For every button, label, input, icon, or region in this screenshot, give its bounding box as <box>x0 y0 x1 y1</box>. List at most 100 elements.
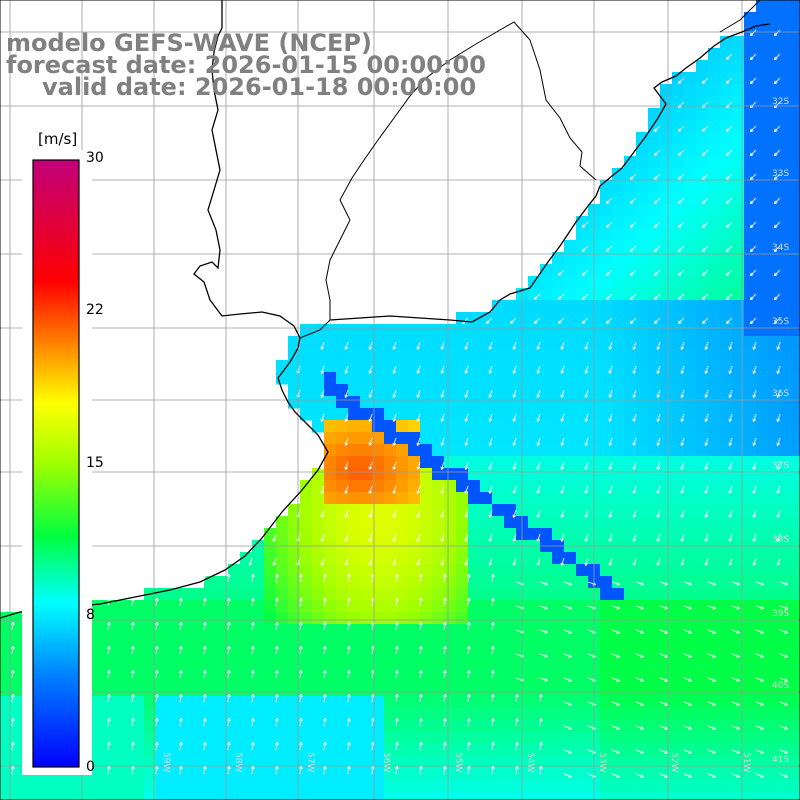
wind-arrow-head <box>393 491 397 494</box>
wind-cell <box>360 684 373 697</box>
wind-cell <box>744 468 757 481</box>
wind-arrow <box>659 581 668 585</box>
wind-arrow <box>323 574 326 583</box>
wind-cell <box>768 588 781 601</box>
wind-cell <box>672 192 685 205</box>
wind-cell <box>300 372 313 385</box>
wind-cell <box>336 384 349 397</box>
wind-arrow <box>345 389 349 398</box>
wind-cell <box>612 492 625 505</box>
wind-cell <box>396 708 409 721</box>
wind-cell <box>780 696 793 709</box>
wind-cell <box>360 612 373 625</box>
wind-cell <box>120 744 133 757</box>
wind-cell <box>324 684 337 697</box>
wind-cell <box>720 792 733 800</box>
wind-arrow-head <box>345 491 349 494</box>
wind-cell <box>0 636 13 649</box>
wind-cell <box>648 588 661 601</box>
wind-cell <box>156 744 169 757</box>
wind-arrow <box>131 742 134 751</box>
wind-cell <box>732 720 745 733</box>
wind-arrow <box>563 653 572 658</box>
wind-arrow-head <box>107 741 110 745</box>
wind-arrow <box>443 694 446 703</box>
wind-cell <box>684 384 697 397</box>
wind-cell <box>408 756 421 769</box>
wind-cell <box>120 696 133 709</box>
wind-cell <box>792 0 800 13</box>
wind-arrow-head <box>777 539 781 542</box>
wind-arrow <box>701 149 709 157</box>
wind-cell <box>684 456 697 469</box>
wind-arrow <box>299 646 302 655</box>
wind-cell <box>276 612 289 625</box>
wind-arrow <box>677 245 685 253</box>
wind-arrow-head <box>371 669 374 673</box>
wind-cell <box>648 108 661 121</box>
wind-cell <box>540 456 553 469</box>
wind-cell <box>744 312 757 325</box>
wind-cell <box>492 504 505 517</box>
wind-cell <box>672 588 685 601</box>
wind-arrow <box>653 149 661 157</box>
wind-cell <box>636 228 649 241</box>
wind-cell <box>624 456 637 469</box>
wind-cell <box>288 756 301 769</box>
wind-cell <box>468 780 481 793</box>
wind-cell <box>492 696 505 709</box>
wind-cell <box>612 732 625 745</box>
wind-cell <box>420 576 433 589</box>
wind-cell <box>504 780 517 793</box>
wind-cell <box>696 204 709 217</box>
wind-arrow <box>725 101 733 109</box>
wind-cell <box>288 336 301 349</box>
wind-cell <box>780 192 793 205</box>
wind-cell <box>732 444 745 457</box>
wind-arrow-head <box>323 693 326 697</box>
wind-cell <box>564 396 577 409</box>
wind-cell <box>456 720 469 733</box>
wind-arrow-head <box>419 573 422 577</box>
wind-cell <box>324 516 337 529</box>
wind-arrow-head <box>726 202 730 205</box>
wind-cell <box>768 660 781 673</box>
wind-arrow <box>773 101 781 109</box>
wind-arrow <box>609 461 613 470</box>
wind-cell <box>480 324 493 337</box>
wind-cell <box>492 528 505 541</box>
wind-arrow <box>323 694 326 703</box>
wind-cell <box>768 732 781 745</box>
wind-arrow <box>705 389 709 398</box>
wind-cell <box>264 720 277 733</box>
wind-arrow-head <box>585 443 589 446</box>
wind-arrow-head <box>774 274 778 277</box>
wind-cell <box>672 300 685 313</box>
wind-cell <box>672 768 685 781</box>
wind-arrow-head <box>609 443 613 446</box>
wind-cell <box>456 444 469 457</box>
wind-arrow-head <box>369 419 373 422</box>
wind-cell <box>228 588 241 601</box>
wind-arrow <box>581 317 589 325</box>
wind-cell <box>360 696 373 709</box>
wind-cell <box>732 324 745 337</box>
wind-cell <box>792 660 800 673</box>
wind-cell <box>456 480 469 493</box>
wind-cell <box>276 564 289 577</box>
wind-arrow-head <box>395 573 398 577</box>
wind-cell <box>756 0 769 13</box>
wind-cell <box>648 576 661 589</box>
wind-cell <box>636 552 649 565</box>
wind-cell <box>312 492 325 505</box>
wind-cell <box>672 156 685 169</box>
wind-cell <box>264 672 277 685</box>
wind-cell <box>636 360 649 373</box>
wind-arrow <box>443 646 446 655</box>
wind-cell <box>624 768 637 781</box>
wind-cell <box>468 768 481 781</box>
wind-cell <box>600 480 613 493</box>
wind-cell <box>756 336 769 349</box>
wind-cell <box>552 444 565 457</box>
wind-cell <box>408 528 421 541</box>
